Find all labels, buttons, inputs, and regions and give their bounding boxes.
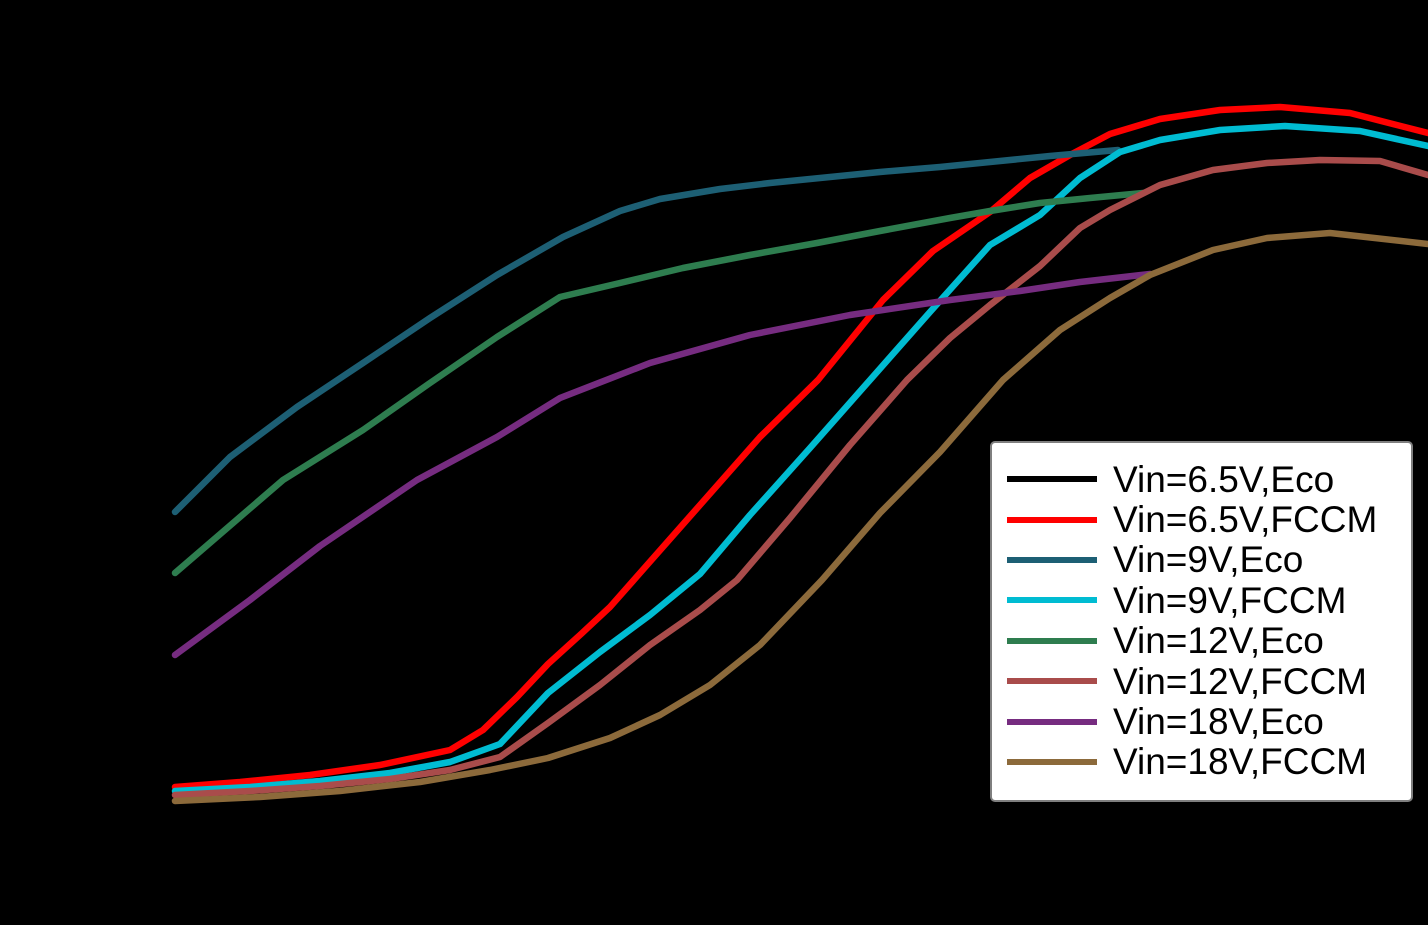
legend-swatch-line xyxy=(1007,597,1097,604)
legend-item-label: Vin=9V,Eco xyxy=(1113,539,1304,581)
curve-vin-6-5v-fccm xyxy=(171,103,1428,791)
legend-item-label: Vin=9V,FCCM xyxy=(1113,579,1347,621)
legend-item-label: Vin=12V,FCCM xyxy=(1113,660,1367,702)
legend-item: Vin=18V,FCCM xyxy=(992,742,1411,782)
legend-swatch-line xyxy=(1007,637,1097,644)
curve-vin-18v-eco xyxy=(171,270,1154,659)
legend-swatch-line xyxy=(1007,678,1097,685)
legend-item: Vin=12V,FCCM xyxy=(992,661,1411,701)
legend-swatch-line xyxy=(1007,556,1097,563)
curve-vin-9v-fccm xyxy=(171,122,1428,795)
legend-item: Vin=9V,FCCM xyxy=(992,580,1411,620)
legend-item: Vin=6.5V,FCCM xyxy=(992,499,1411,539)
legend-item: Vin=12V,Eco xyxy=(992,621,1411,661)
legend-swatch-line xyxy=(1007,718,1097,725)
legend-swatch-line xyxy=(1007,476,1097,483)
legend-item: Vin=9V,Eco xyxy=(992,540,1411,580)
legend-item-label: Vin=18V,Eco xyxy=(1113,701,1324,743)
legend-item-label: Vin=12V,Eco xyxy=(1113,620,1324,662)
legend-item-label: Vin=18V,FCCM xyxy=(1113,741,1367,783)
legend-item: Vin=18V,Eco xyxy=(992,701,1411,741)
curve-vin-9v-eco xyxy=(171,146,1122,516)
legend-item-label: Vin=6.5V,FCCM xyxy=(1113,499,1378,541)
curve-vin-6-5v-eco xyxy=(171,131,1114,459)
legend-swatch-line xyxy=(1007,516,1097,523)
curve-vin-12v-eco xyxy=(171,189,1147,577)
legend-swatch-line xyxy=(1007,758,1097,765)
legend: Vin=6.5V,Eco Vin=6.5V,FCCM Vin=9V,Eco Vin=9… xyxy=(990,441,1413,802)
curve-vin-12v-fccm xyxy=(171,156,1428,799)
legend-item: Vin=6.5V,Eco xyxy=(992,459,1411,499)
curve-vin-18v-fccm xyxy=(171,229,1428,805)
legend-item-label: Vin=6.5V,Eco xyxy=(1113,458,1335,500)
